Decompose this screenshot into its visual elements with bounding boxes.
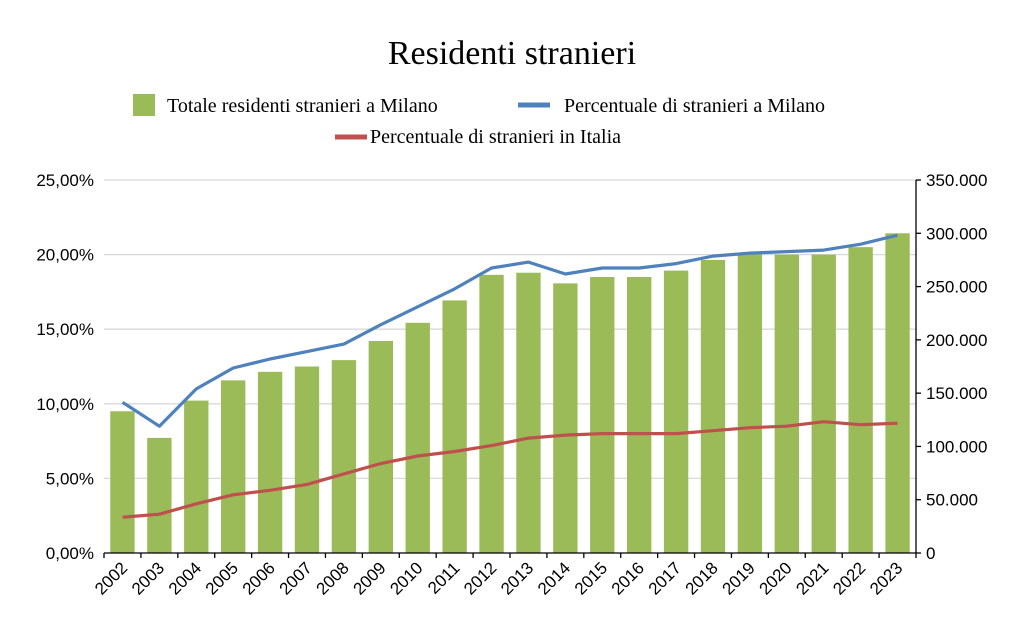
bar-2004 (184, 400, 209, 553)
legend-item-milano: Percentuale di stranieri a Milano (518, 95, 825, 117)
bar-2015 (590, 276, 615, 553)
x-tick-label-2010: 2010 (386, 558, 426, 598)
bar-2003 (147, 437, 172, 553)
bar-2019 (737, 253, 763, 553)
chart-title: Residenti stranieri (388, 35, 636, 72)
bar-2017 (663, 270, 689, 553)
right-tick-label: 350.000 (926, 171, 987, 190)
legend: Totale residenti stranieri a Milano Perc… (133, 94, 825, 148)
x-tick-label-2023: 2023 (866, 558, 906, 598)
left-tick-label: 10,00% (36, 395, 94, 414)
bar-2022 (848, 247, 873, 553)
right-tick-label: 200.000 (926, 331, 987, 350)
legend-label-milano: Percentuale di stranieri a Milano (564, 95, 825, 117)
x-tick-label-2003: 2003 (128, 558, 168, 598)
right-tick-label: 0 (926, 544, 935, 563)
x-tick-label-2017: 2017 (645, 558, 685, 598)
bar-2021 (811, 254, 836, 553)
x-tick-label-2006: 2006 (239, 558, 279, 598)
right-tick-label: 100.000 (926, 437, 987, 456)
bar-2008 (331, 360, 357, 553)
x-tick-label-2018: 2018 (682, 558, 722, 598)
x-tick-label-2021: 2021 (792, 558, 832, 598)
bar-2016 (627, 276, 652, 553)
x-tick-label-2004: 2004 (165, 558, 205, 598)
x-tick-label-2011: 2011 (424, 558, 463, 597)
legend-item-italia: Percentuale di stranieri in Italia (335, 126, 621, 148)
bar-2014 (553, 283, 578, 553)
right-tick-label: 150.000 (926, 384, 987, 403)
x-tick-label-2013: 2013 (497, 558, 537, 598)
x-tick-label-2016: 2016 (608, 558, 648, 598)
bar-2013 (516, 272, 541, 553)
legend-label-italia: Percentuale di stranieri in Italia (370, 126, 621, 148)
x-tick-label-2002: 2002 (91, 558, 131, 598)
bar-2012 (479, 274, 504, 553)
x-tick-label-2005: 2005 (202, 558, 242, 598)
line-milano (121, 233, 898, 428)
bar-2009 (368, 340, 393, 553)
x-tick-label-2019: 2019 (719, 558, 759, 598)
x-tick-label-2022: 2022 (829, 558, 869, 598)
right-tick-label: 250.000 (926, 278, 987, 297)
left-axis-tick-labels: 0,00% 5,00% 10,00% 15,00% 20,00% 25,00% (36, 171, 94, 563)
x-tick-label-2009: 2009 (349, 558, 389, 598)
x-tick-label-2008: 2008 (313, 558, 353, 598)
x-tick-label-2012: 2012 (460, 558, 500, 598)
right-axis-tick-labels: 0 50.000 100.000 150.000 200.000 250.000 300.0… (926, 171, 987, 563)
bar-2018 (700, 259, 726, 553)
x-tick-label-2014: 2014 (534, 558, 574, 598)
bar-2020 (774, 254, 799, 553)
bar-2023 (885, 233, 910, 554)
line-series (121, 233, 898, 519)
bar-2002 (110, 411, 135, 553)
right-tick-label: 50.000 (926, 491, 978, 510)
bar-2006 (257, 371, 283, 553)
x-axis-tick-labels: 2002200320042005200620072008200920102011… (91, 558, 906, 598)
x-tick-label-2020: 2020 (755, 558, 795, 598)
bar-series (110, 233, 910, 554)
bar-2007 (294, 366, 320, 553)
right-tick-label: 300.000 (926, 224, 987, 243)
left-tick-label: 25,00% (36, 171, 94, 190)
legend-item-bars: Totale residenti stranieri a Milano (133, 94, 438, 117)
bar-2005 (221, 380, 246, 553)
line-italia (122, 420, 898, 519)
left-tick-label: 20,00% (36, 246, 94, 265)
legend-label-bars: Totale residenti stranieri a Milano (167, 95, 438, 117)
bar-2011 (442, 300, 467, 553)
left-tick-label: 15,00% (36, 320, 94, 339)
bar-2010 (405, 322, 430, 553)
x-tick-label-2007: 2007 (276, 558, 316, 598)
left-tick-label: 0,00% (46, 544, 94, 563)
legend-swatch-bars (133, 94, 155, 116)
axes (103, 179, 921, 558)
x-tick-label-2015: 2015 (571, 558, 611, 598)
left-tick-label: 5,00% (46, 469, 94, 488)
